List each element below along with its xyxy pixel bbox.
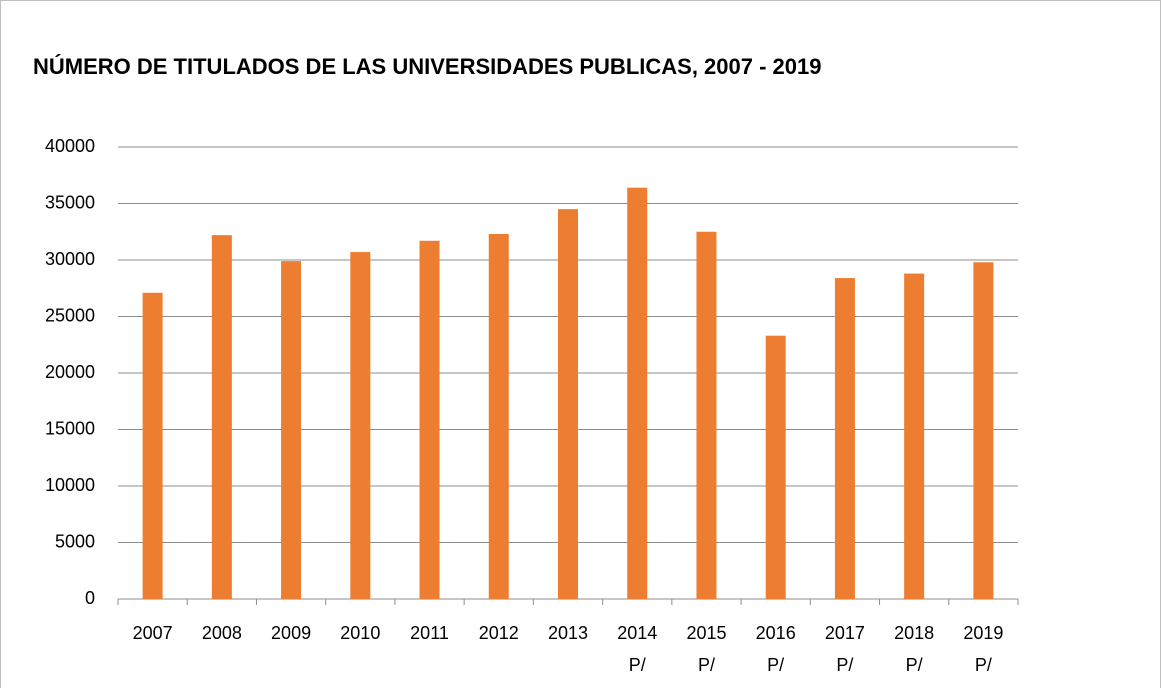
- x-tick-label: 2010: [340, 623, 380, 643]
- bar: [696, 231, 717, 599]
- y-tick-label: 30000: [45, 249, 95, 269]
- x-tick-label: 2014 P/: [617, 623, 657, 675]
- x-tick-label: 2018 P/: [894, 623, 934, 675]
- bar: [488, 234, 509, 599]
- x-tick-label: 2017 P/: [825, 623, 865, 675]
- bar: [419, 240, 440, 600]
- y-tick-label: 10000: [45, 475, 95, 495]
- x-tick-label: 2011: [410, 623, 449, 643]
- bar: [142, 292, 163, 599]
- y-tick-label: 35000: [45, 192, 95, 212]
- y-tick-label: 0: [85, 588, 95, 608]
- x-tick-label: 2007: [133, 623, 173, 643]
- x-tick-label: 2013: [548, 623, 588, 643]
- y-tick-label: 20000: [45, 362, 95, 382]
- bar: [904, 273, 925, 599]
- y-tick-label: 5000: [55, 531, 95, 551]
- x-tick-label: 2008: [202, 623, 242, 643]
- chart-title: NÚMERO DE TITULADOS DE LAS UNIVERSIDADES…: [33, 54, 821, 79]
- bar: [973, 262, 994, 599]
- y-tick-label: 25000: [45, 305, 95, 325]
- bar: [834, 278, 855, 599]
- bar: [350, 252, 371, 599]
- x-tick-label: 2012: [479, 623, 519, 643]
- x-tick-label: 2019 P/: [963, 623, 1003, 675]
- x-tick-label: 2009: [271, 623, 311, 643]
- bar: [281, 261, 302, 599]
- y-tick-label: 15000: [45, 418, 95, 438]
- x-tick-label: 2016 P/: [756, 623, 796, 675]
- y-tick-label: 40000: [45, 136, 95, 156]
- bar: [627, 187, 648, 599]
- bar: [558, 209, 578, 599]
- bar: [765, 335, 786, 599]
- bar: [211, 235, 232, 599]
- x-tick-label: 2015 P/: [686, 623, 726, 675]
